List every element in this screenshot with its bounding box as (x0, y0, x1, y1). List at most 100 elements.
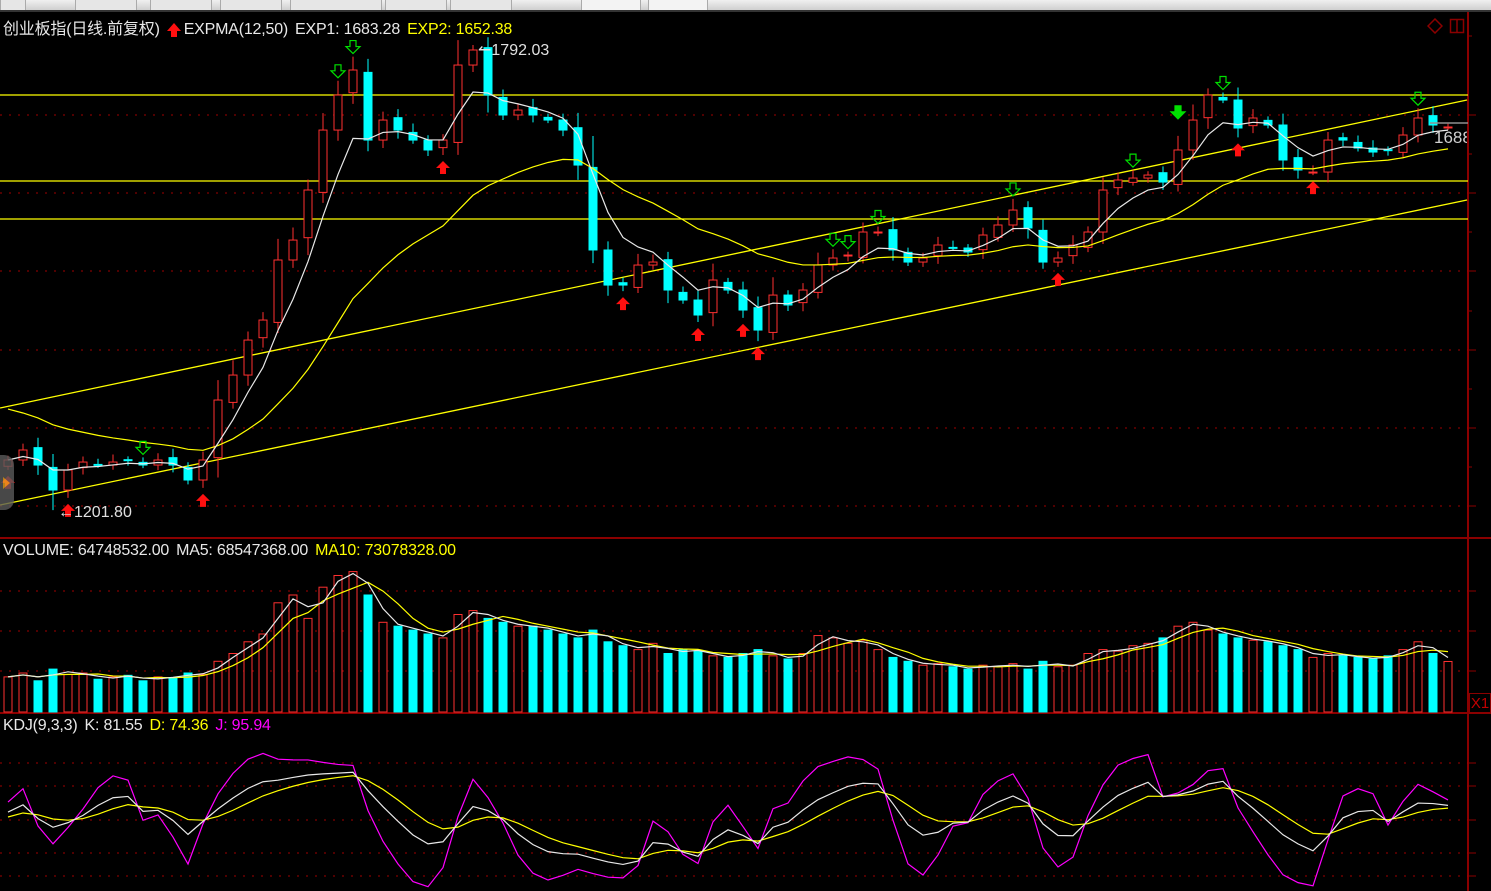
candle-up (843, 254, 853, 257)
volume-bar-down (888, 656, 898, 713)
candle-up (1113, 179, 1123, 189)
candle-down (723, 281, 733, 291)
collapse-handle[interactable] (0, 455, 14, 510)
kdj-legend: KDJ(9,3,3) K: 81.55 D: 74.36 J: 95.94 (3, 717, 278, 735)
candle-up (1413, 117, 1423, 136)
current-price-label: 1688 (1434, 128, 1467, 147)
volume-bar-down (138, 680, 148, 713)
candle-up (513, 109, 523, 116)
toolbar-tab[interactable] (450, 0, 512, 10)
candle-up (333, 94, 343, 131)
diagonal-trendline (0, 199, 1468, 506)
kdj-j: J: 95.94 (215, 717, 271, 734)
volume-value: VOLUME: 64748532.00 (3, 542, 170, 559)
volume-bar-up (333, 574, 343, 713)
toolbar-tab-active[interactable] (581, 0, 641, 10)
sell-signal-arrow-icon (1409, 91, 1427, 107)
candle-up (768, 294, 778, 333)
exp2-value: EXP2: 1652.38 (407, 21, 513, 38)
candle-down (183, 466, 193, 481)
scale-button[interactable]: X1 (1469, 693, 1491, 713)
toolbar-tab[interactable] (75, 0, 137, 10)
toolbar-tab[interactable] (290, 0, 382, 10)
diamond-icon[interactable] (1427, 18, 1443, 34)
candle-down (33, 447, 43, 466)
volume-bar-down (498, 621, 508, 713)
volume-bar-up (1248, 639, 1258, 713)
candle-up (213, 399, 223, 459)
candle-up (873, 231, 883, 234)
candle-up (933, 244, 943, 257)
candle-up (1443, 126, 1453, 129)
candle-down (123, 459, 133, 462)
toolbar-tab[interactable] (0, 0, 26, 10)
low-price-label: ←1201.80 (58, 504, 132, 521)
volume-bar-down (183, 672, 193, 713)
toolbar-tab[interactable] (150, 0, 212, 10)
buy-signal-arrow-icon (436, 161, 450, 175)
candle-up (18, 449, 28, 461)
volume-bar-up (798, 652, 808, 713)
exp1-value: EXP1: 1683.28 (295, 21, 401, 38)
volume-bar-down (1233, 637, 1243, 713)
volume-bar-up (1143, 642, 1153, 713)
volume-bar-up (303, 617, 313, 713)
candle-down (1023, 207, 1033, 229)
volume-bar-down (123, 674, 133, 713)
candle-up (813, 264, 823, 293)
candle-up (1143, 174, 1153, 179)
candle-down (1158, 172, 1168, 183)
candle-down (618, 282, 628, 286)
candle-up (1323, 139, 1333, 173)
sell-signal-arrow-icon (1004, 182, 1022, 197)
volume-bar-up (228, 652, 238, 713)
candle-down (423, 139, 433, 151)
candle-up (288, 239, 298, 261)
sell-signal-arrow-icon (329, 64, 347, 79)
candle-up (858, 231, 868, 258)
toolbar-tab[interactable] (385, 0, 447, 10)
volume-bar-down (558, 633, 568, 713)
sell-signal-arrow-icon (839, 235, 857, 250)
candle-down (558, 119, 568, 131)
candle-up (1128, 177, 1138, 183)
volume-bar-up (1203, 629, 1213, 713)
candle-up (1008, 209, 1018, 226)
volume-bar-up (978, 664, 988, 713)
candle-down (738, 289, 748, 311)
volume-bar-up (918, 664, 928, 713)
candle-up (468, 49, 478, 66)
candle-up (1068, 244, 1078, 257)
candle-down (693, 299, 703, 316)
candle-down (1233, 99, 1243, 129)
volume-bar-down (1383, 655, 1393, 713)
candle-up (1188, 119, 1198, 151)
candle-down (393, 117, 403, 131)
candle-up (228, 374, 238, 403)
low-price-value: 1201.80 (74, 504, 132, 521)
sell-signal-arrow-icon (1169, 105, 1187, 120)
candle-down (1278, 124, 1288, 161)
volume-bar-up (1053, 666, 1063, 713)
volume-bar-up (1323, 652, 1333, 713)
high-price-label: ↼1792.03 (478, 42, 550, 59)
toolbar-tab-active[interactable] (648, 0, 708, 10)
volume-bar-down (783, 658, 793, 713)
volume-bar-up (258, 633, 268, 713)
volume-bar-down (168, 677, 178, 713)
candle-up (918, 257, 928, 263)
sell-signal-arrow-icon (344, 39, 362, 55)
candle-down (168, 457, 178, 466)
toolbar-tab[interactable] (220, 0, 282, 10)
candle-down (678, 291, 688, 301)
kdj-k: K: 81.55 (84, 717, 143, 734)
candle-down (753, 307, 763, 331)
candle-up (828, 257, 838, 266)
candle-up (198, 459, 208, 481)
volume-legend: VOLUME: 64748532.00 MA5: 68547368.00 MA10:… (3, 542, 463, 560)
window-toolbar (0, 0, 1491, 12)
volume-bar-down (1428, 652, 1438, 713)
volume-bar-down (693, 650, 703, 713)
split-window-icon[interactable] (1449, 18, 1465, 34)
candle-down (483, 47, 493, 96)
